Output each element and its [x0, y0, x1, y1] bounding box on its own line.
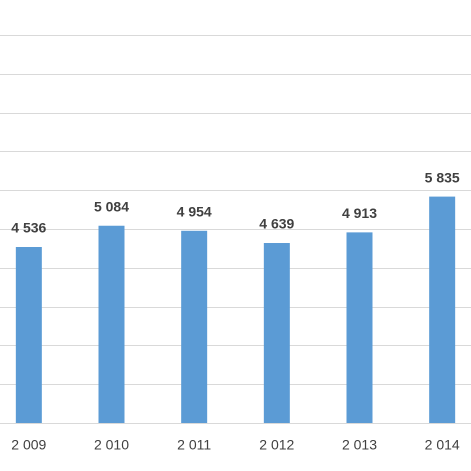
bar: [181, 230, 208, 423]
bar: [98, 225, 125, 423]
bar: [15, 247, 42, 423]
x-tick-label: 2 009: [11, 437, 46, 453]
bar: [346, 232, 373, 423]
value-label: 4 639: [259, 216, 294, 232]
bar: [263, 243, 290, 423]
value-label: 4 536: [11, 220, 46, 236]
x-tick-label: 2 011: [177, 437, 211, 453]
bar: [429, 196, 456, 423]
x-tick-label: 2 012: [259, 437, 294, 453]
x-tick-label: 2 014: [425, 437, 460, 453]
value-label: 4 913: [342, 205, 377, 221]
value-label: 5 084: [94, 198, 129, 214]
x-tick-label: 2 013: [342, 437, 377, 453]
value-label: 5 835: [425, 169, 460, 185]
x-tick-label: 2 010: [94, 437, 129, 453]
value-label: 4 954: [177, 203, 212, 219]
